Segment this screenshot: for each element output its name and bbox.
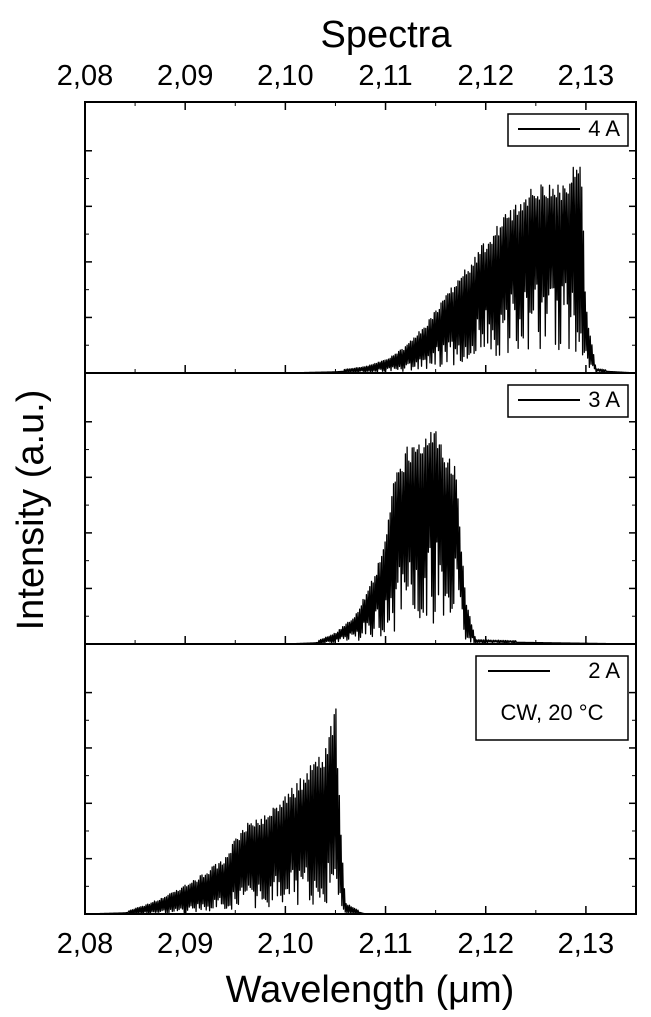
spectrum-line bbox=[85, 166, 637, 374]
panel-1: 4 A bbox=[84, 101, 637, 374]
bottom-tick-label: 2,08 bbox=[57, 928, 113, 960]
spectrum-line bbox=[85, 431, 637, 645]
top-tick-label: 2,10 bbox=[257, 60, 313, 92]
top-tick-label: 2,08 bbox=[57, 60, 113, 92]
top-tick-label: 2,12 bbox=[458, 60, 514, 92]
panel-2: 3 A bbox=[84, 372, 637, 645]
bottom-tick-label: 2,12 bbox=[458, 928, 514, 960]
bottom-tick-label: 2,11 bbox=[358, 928, 412, 960]
y-axis-label: Intensity (a.u.) bbox=[10, 390, 52, 631]
panel-frame bbox=[84, 643, 637, 915]
top-tick-label: 2,13 bbox=[558, 60, 614, 92]
top-tick-label: 2,09 bbox=[157, 60, 213, 92]
legend: 2 A CW, 20 °C bbox=[475, 655, 629, 741]
legend-label: 4 A bbox=[588, 116, 620, 141]
chart-title: Spectra bbox=[321, 14, 453, 56]
bottom-tick-label: 2,09 bbox=[157, 928, 213, 960]
panel-3: 2 A CW, 20 °C bbox=[84, 643, 637, 915]
legend-label: 2 A bbox=[588, 658, 620, 683]
legend-note: CW, 20 °C bbox=[501, 700, 604, 725]
x-axis-label: Wavelength (μm) bbox=[226, 969, 515, 1011]
top-tick-label: 2,11 bbox=[358, 60, 412, 92]
bottom-axis-tick-labels: 2,08 2,09 2,10 2,11 2,12 2,13 bbox=[57, 928, 614, 960]
top-axis-tick-labels: 2,08 2,09 2,10 2,11 2,12 2,13 bbox=[57, 60, 614, 92]
legend: 4 A bbox=[507, 113, 629, 147]
bottom-tick-label: 2,10 bbox=[257, 928, 313, 960]
legend-label: 3 A bbox=[588, 387, 620, 412]
chart-panels: 4 A 3 A 2 A CW, 20 °C bbox=[84, 101, 637, 915]
legend: 3 A bbox=[507, 384, 629, 418]
bottom-tick-label: 2,13 bbox=[558, 928, 614, 960]
